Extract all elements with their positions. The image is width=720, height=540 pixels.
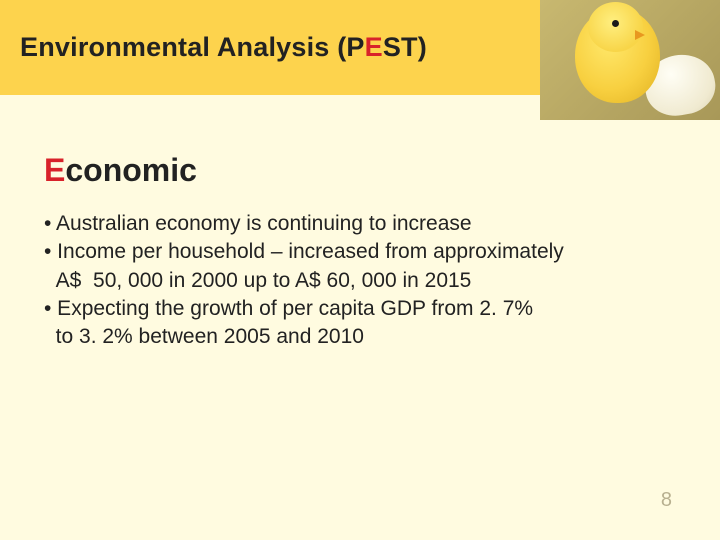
bullet-line: to 3. 2% between 2005 and 2010 [44, 323, 676, 351]
section-title-rest: conomic [65, 152, 197, 188]
chick-head [588, 2, 643, 52]
bullet-list: • Australian economy is continuing to in… [44, 210, 676, 352]
section-title: Economic [44, 152, 197, 189]
title-pre: Environmental Analysis (P [20, 32, 365, 62]
chick-beak [635, 30, 645, 40]
section-title-accent: E [44, 152, 65, 188]
title-post: ST) [383, 32, 427, 62]
chick-eye [612, 20, 619, 27]
title-accent: E [365, 32, 383, 62]
bullet-line: • Australian economy is continuing to in… [44, 210, 676, 238]
bullet-line: A$ 50, 000 in 2000 up to A$ 60, 000 in 2… [44, 267, 676, 295]
bullet-line: • Income per household – increased from … [44, 238, 676, 266]
chick-image [540, 0, 720, 120]
slide: Environmental Analysis (PEST) Economic •… [0, 0, 720, 540]
bullet-line: • Expecting the growth of per capita GDP… [44, 295, 676, 323]
page-number: 8 [661, 489, 672, 512]
slide-title: Environmental Analysis (PEST) [0, 32, 427, 63]
